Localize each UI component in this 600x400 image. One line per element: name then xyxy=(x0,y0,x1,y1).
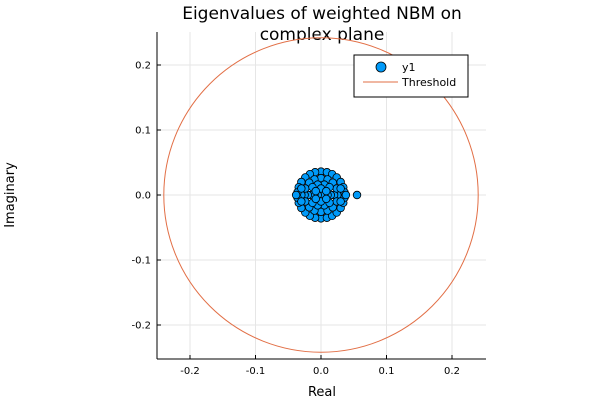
chart-title-line-2: complex plane xyxy=(260,25,385,45)
x-tick-label: 0.0 xyxy=(313,366,329,377)
legend-marker-y1 xyxy=(375,61,387,73)
chart-title-line-1: Eigenvalues of weighted NBM on xyxy=(182,4,462,24)
x-tick-label: 0.1 xyxy=(379,366,395,377)
scatter-point xyxy=(297,184,306,193)
y-tick-label: 0.2 xyxy=(135,61,151,72)
scatter-point xyxy=(322,194,331,204)
y-ticks: -0.2 -0.1 0.0 0.1 0.2 xyxy=(131,61,161,332)
legend-box xyxy=(353,54,469,98)
y-axis-label: Imaginary xyxy=(3,162,18,228)
threshold-circle xyxy=(163,37,479,353)
legend-label-threshold: Threshold xyxy=(401,76,456,89)
eigenvalue-points xyxy=(291,167,362,223)
scatter-point xyxy=(322,186,331,196)
scatter-point xyxy=(336,184,345,193)
y-tick-label: -0.1 xyxy=(131,256,151,267)
scatter-point xyxy=(336,197,345,206)
x-tick-label: -0.2 xyxy=(180,366,200,377)
x-axis-label: Real xyxy=(308,385,336,400)
x-tick-label: -0.1 xyxy=(246,366,266,377)
x-tick-label: 0.2 xyxy=(444,366,460,377)
scatter-point xyxy=(341,190,351,200)
legend-label-y1: y1 xyxy=(402,61,416,74)
scatter-point xyxy=(311,194,320,204)
x-ticks: -0.2 -0.1 0.0 0.1 0.2 xyxy=(180,355,460,377)
scatter-point xyxy=(352,190,362,200)
y-tick-label: -0.2 xyxy=(131,321,151,332)
scatter-point xyxy=(291,190,301,200)
y-tick-label: 0.0 xyxy=(135,191,151,202)
scatter-point xyxy=(311,186,320,196)
y-tick-label: 0.1 xyxy=(135,126,151,137)
legend: y1 Threshold xyxy=(353,54,469,98)
scatter-point xyxy=(297,197,306,206)
